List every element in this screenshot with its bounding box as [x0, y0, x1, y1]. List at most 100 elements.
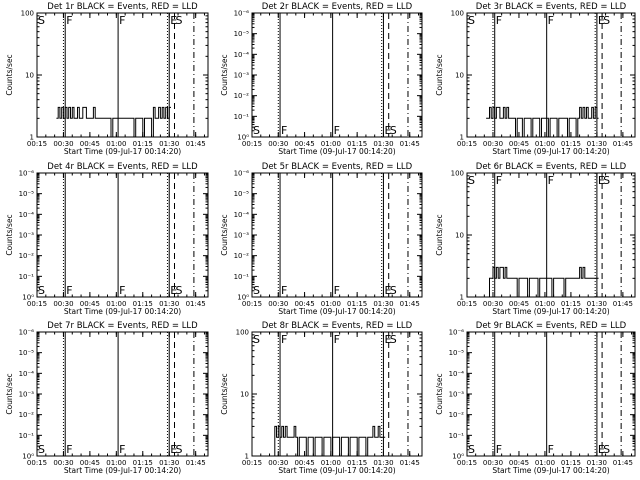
time-marker-label: S	[603, 443, 610, 456]
y-axis-label: Counts/sec	[435, 214, 444, 255]
x-tick-label: 01:15	[561, 140, 581, 148]
x-tick-label: 00:30	[53, 300, 73, 308]
x-tick-label: 01:15	[561, 459, 581, 467]
time-marker-label: E	[170, 284, 177, 297]
panel-title: Det 5r BLACK = Events, RED = LLD	[262, 162, 413, 172]
panel-title: Det 4r BLACK = Events, RED = LLD	[47, 162, 198, 172]
time-marker-label: S	[176, 443, 183, 456]
x-tick-label: 01:00	[106, 459, 126, 467]
time-marker-label: F	[119, 284, 125, 297]
x-tick-label: 00:15	[27, 459, 47, 467]
x-tick-label: 01:00	[535, 300, 555, 308]
y-tick-label: 100	[236, 329, 249, 337]
x-tick-label: 00:45	[509, 140, 529, 148]
time-marker-label: S	[603, 14, 610, 27]
panel-title: Det 3r BLACK = Events, RED = LLD	[476, 2, 627, 12]
events-series-line	[271, 425, 386, 457]
x-tick-label: 01:45	[400, 300, 420, 308]
detector-panel: Det 9r BLACK = Events, RED = LLD 10⁰ 10⁻¹ 1…	[435, 321, 636, 475]
y-tick-label: 10⁻⁶	[449, 329, 465, 337]
time-marker-label: F	[281, 284, 287, 297]
x-tick-label: 00:45	[509, 300, 529, 308]
x-tick-label: 01:15	[561, 300, 581, 308]
x-axis-label: Start Time (09-Jul-17 00:14:20)	[278, 147, 395, 156]
y-tick-label: 10⁰	[22, 453, 34, 461]
detector-panel: Det 1r BLACK = Events, RED = LLD 1 10 100 00…	[5, 2, 209, 156]
y-tick-label: 1	[30, 134, 34, 142]
x-tick-label: 01:15	[347, 300, 367, 308]
y-tick-label: 10	[455, 72, 464, 80]
time-marker-label: F	[496, 174, 502, 187]
y-tick-label: 1	[245, 453, 249, 461]
x-tick-label: 01:30	[373, 300, 393, 308]
y-tick-label: 10⁻¹	[234, 273, 250, 281]
time-marker-label: E	[170, 443, 177, 456]
y-tick-label: 100	[451, 170, 464, 178]
x-tick-label: 00:30	[483, 300, 503, 308]
detector-panel: Det 7r BLACK = Events, RED = LLD 10⁰ 10⁻¹ 1…	[5, 321, 209, 475]
y-axis-label: Counts/sec	[220, 214, 229, 255]
x-tick-label: 01:15	[133, 140, 153, 148]
y-tick-label: 10⁻⁵	[449, 349, 465, 357]
y-tick-label: 100	[451, 10, 464, 18]
x-tick-label: 01:45	[400, 140, 420, 148]
y-tick-label: 10⁻⁵	[19, 349, 35, 357]
detector-panel: Det 8r BLACK = Events, RED = LLD 1 10 100 00…	[220, 321, 423, 475]
time-marker-label: E	[598, 443, 605, 456]
x-tick-label: 00:15	[27, 140, 47, 148]
time-marker-label: S	[468, 14, 475, 27]
y-tick-label: 10⁻⁵	[19, 190, 35, 198]
y-tick-label: 10⁻⁴	[234, 211, 250, 219]
y-tick-label: 10⁻³	[449, 391, 465, 399]
y-tick-label: 10⁻⁴	[234, 51, 250, 59]
time-marker-label: F	[496, 443, 502, 456]
time-marker-label: F	[548, 14, 554, 27]
x-axis-label: Start Time (09-Jul-17 00:14:20)	[64, 466, 181, 475]
x-tick-label: 00:15	[242, 300, 262, 308]
detector-panel: Det 4r BLACK = Events, RED = LLD 10⁰ 10⁻¹ 1…	[5, 162, 209, 316]
time-marker-label: F	[496, 14, 502, 27]
y-tick-label: 10⁻¹	[19, 432, 35, 440]
time-marker-label: F	[119, 443, 125, 456]
x-tick-label: 01:45	[613, 459, 633, 467]
x-tick-label: 01:30	[587, 300, 607, 308]
y-axis-label: Counts/sec	[5, 373, 14, 414]
x-tick-label: 00:30	[483, 459, 503, 467]
detector-panel: Det 2r BLACK = Events, RED = LLD 10⁰ 10⁻¹ 1…	[220, 2, 423, 156]
time-marker-label: S	[38, 443, 45, 456]
time-marker-label: S	[253, 333, 260, 346]
plot-frame	[466, 331, 636, 457]
events-series-line	[486, 266, 599, 298]
x-tick-label: 01:30	[159, 300, 179, 308]
x-tick-label: 00:45	[294, 300, 314, 308]
plot-frame	[251, 12, 423, 138]
x-tick-label: 00:15	[457, 300, 477, 308]
y-axis-label: Counts/sec	[220, 373, 229, 414]
x-tick-label: 01:15	[347, 140, 367, 148]
x-tick-label: 01:30	[587, 140, 607, 148]
x-tick-label: 00:15	[457, 459, 477, 467]
x-tick-label: 00:30	[268, 459, 288, 467]
x-tick-label: 00:30	[53, 459, 73, 467]
time-marker-label: S	[176, 14, 183, 27]
time-marker-label: F	[281, 333, 287, 346]
y-tick-label: 10⁻⁴	[19, 211, 35, 219]
time-marker-label: E	[384, 124, 391, 137]
plot-frame	[36, 172, 209, 298]
y-axis-label: Counts/sec	[435, 373, 444, 414]
x-tick-label: 00:45	[80, 459, 100, 467]
x-tick-label: 00:30	[53, 140, 73, 148]
x-tick-label: 01:00	[321, 140, 341, 148]
panel-title: Det 8r BLACK = Events, RED = LLD	[262, 321, 413, 331]
y-tick-label: 10⁻³	[234, 232, 250, 240]
y-axis-label: Counts/sec	[5, 54, 14, 95]
time-marker-label: S	[468, 174, 475, 187]
x-tick-label: 01:45	[613, 300, 633, 308]
x-tick-label: 01:45	[186, 459, 206, 467]
x-tick-label: 01:00	[106, 140, 126, 148]
time-marker-label: S	[176, 284, 183, 297]
x-axis-label: Start Time (09-Jul-17 00:14:20)	[64, 307, 181, 316]
x-tick-label: 00:45	[509, 459, 529, 467]
detector-panel: Det 6r BLACK = Events, RED = LLD 1 10 100 00…	[435, 162, 636, 316]
